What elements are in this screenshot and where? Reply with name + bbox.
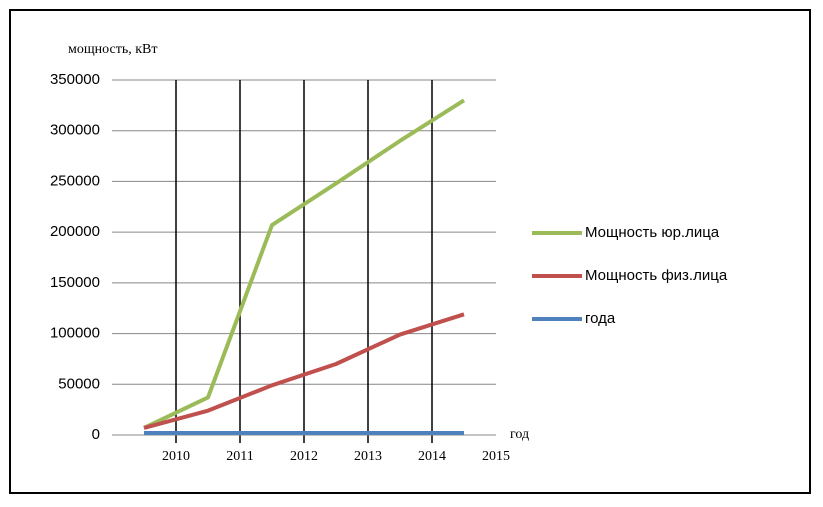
x-tick-label: 2014 xyxy=(418,449,446,464)
y-tick-label: 200000 xyxy=(50,223,100,240)
x-tick-label: 2015 xyxy=(482,449,510,464)
y-tick-label: 350000 xyxy=(50,71,100,88)
y-tick-label: 100000 xyxy=(50,325,100,342)
chart-frame xyxy=(9,9,811,494)
series-line xyxy=(143,312,465,430)
series-line xyxy=(143,98,466,430)
y-tick-label: 0 xyxy=(92,426,100,443)
legend-label: Мощность физ.лица xyxy=(585,267,728,284)
y-tick-label: 50000 xyxy=(58,375,100,392)
y-tick-label: 300000 xyxy=(50,122,100,139)
y-axis-title: мощность, кВт xyxy=(68,42,157,57)
x-tick-label: 2013 xyxy=(354,449,382,464)
x-tick-label: 2010 xyxy=(162,449,190,464)
y-tick-label: 250000 xyxy=(50,172,100,189)
y-tick-label: 150000 xyxy=(50,274,100,291)
x-tick-label: 2012 xyxy=(290,449,318,464)
legend-label: Мощность юр.лица xyxy=(585,224,720,241)
x-axis-title: год xyxy=(510,427,529,442)
legend-label: года xyxy=(585,310,616,327)
x-tick-label: 2011 xyxy=(226,449,253,464)
